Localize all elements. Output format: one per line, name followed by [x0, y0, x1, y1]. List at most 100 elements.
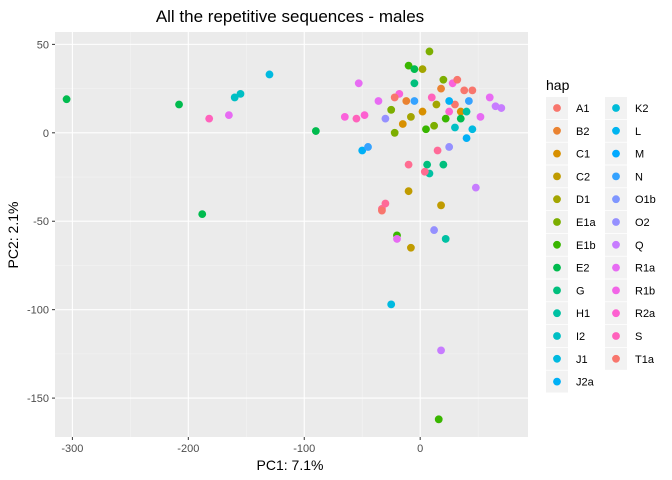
data-point-d1	[407, 112, 415, 121]
legend-key-e2	[553, 263, 561, 272]
data-point-e1a	[390, 128, 399, 137]
data-point-o2	[352, 114, 361, 123]
data-point-e2	[198, 210, 207, 219]
legend-key-o1b	[612, 195, 620, 204]
data-point-i2	[451, 123, 459, 132]
legend-key-q	[612, 240, 620, 249]
data-point-i2	[230, 93, 239, 102]
data-point-r2a	[360, 111, 369, 120]
data-point-o1b	[340, 112, 349, 121]
legend-key-g	[553, 286, 561, 295]
data-point-b2	[437, 84, 445, 93]
legend-label: H1	[576, 308, 590, 320]
legend-label: O2	[635, 217, 650, 229]
legend-label: A1	[576, 103, 589, 115]
legend-key-t1a	[612, 354, 620, 363]
data-point-e1a	[430, 121, 438, 130]
data-point-r1a	[468, 86, 477, 95]
data-point-s	[381, 199, 390, 208]
major-gridlines	[55, 32, 528, 437]
data-point-n	[224, 111, 233, 120]
data-point-e1b	[404, 61, 413, 70]
data-point-r1b	[485, 93, 494, 102]
data-point-q	[420, 167, 429, 176]
data-point-e2	[62, 95, 71, 104]
legend-label: C2	[576, 171, 590, 183]
data-point-j2a	[358, 146, 367, 155]
data-point-j2a	[445, 97, 454, 105]
legend-key-e1a	[553, 218, 561, 226]
data-point-j1	[387, 300, 396, 309]
y-tick-label: -100	[27, 305, 49, 317]
data-point-a1	[451, 100, 459, 109]
data-point-o2	[205, 114, 214, 123]
data-point-c1	[398, 120, 407, 128]
chart-title: All the repetitive sequences - males	[156, 7, 424, 26]
legend-key-k2	[612, 104, 620, 112]
data-point-n	[393, 235, 401, 243]
data-point-e1a	[425, 47, 434, 56]
legend-label: L	[635, 126, 641, 138]
legend-title: hap	[546, 77, 570, 93]
legend-label: E1a	[576, 217, 596, 229]
data-point-c2	[404, 187, 413, 196]
x-tick-label: 0	[417, 443, 423, 455]
legend-key-n	[612, 172, 620, 181]
legend-label: I2	[576, 331, 585, 343]
data-point-b2	[402, 97, 411, 105]
data-point-c2	[407, 243, 415, 252]
y-tick-label: 50	[37, 39, 49, 51]
plot-panel	[55, 32, 528, 437]
data-point-n	[476, 112, 485, 121]
data-point-c2	[437, 201, 445, 210]
legend-label: R2a	[635, 308, 656, 320]
data-point-e1a	[439, 75, 448, 84]
legend-label: Q	[635, 240, 644, 252]
legend-key-j2a	[553, 377, 561, 386]
x-tick-label: -200	[177, 443, 199, 455]
legend-key-r1a	[612, 263, 620, 272]
y-tick-label: -150	[27, 393, 49, 405]
legend-key-c2	[553, 172, 561, 181]
legend-label: G	[576, 285, 585, 297]
data-point-h1	[441, 235, 450, 243]
legend-key-i2	[553, 332, 561, 340]
data-point-o2	[427, 93, 436, 102]
legend-key-l	[612, 126, 620, 135]
data-point-r1b	[374, 97, 383, 105]
data-point-i2	[236, 89, 245, 98]
data-point-k2	[464, 97, 473, 105]
data-point-t1a	[453, 75, 462, 84]
y-axis-ticks: 50 0 -50 -100 -150	[27, 39, 55, 405]
data-point-j1	[468, 125, 477, 134]
legend-key-b2	[553, 126, 561, 135]
legend-label: M	[635, 149, 644, 161]
data-point-d1	[432, 100, 441, 109]
legend-label: E1b	[576, 240, 596, 252]
data-point-e1b	[422, 125, 430, 134]
data-point-e1a	[387, 105, 396, 114]
data-point-q	[404, 160, 413, 169]
legend-label: K2	[635, 103, 648, 115]
legend-label: O1b	[635, 194, 656, 206]
data-points	[62, 47, 506, 424]
legend-key-d1	[553, 195, 561, 204]
y-tick-label: 0	[43, 128, 49, 140]
data-point-m	[437, 346, 445, 355]
legend-key-h1	[553, 309, 561, 318]
data-point-c1	[456, 107, 465, 116]
data-point-e1b	[434, 415, 443, 424]
data-point-g	[410, 79, 419, 88]
legend-key-o2	[612, 218, 620, 226]
data-point-l	[430, 226, 438, 234]
data-point-n	[354, 79, 363, 88]
x-axis-title: PC1: 7.1%	[257, 457, 324, 473]
data-point-m	[471, 183, 480, 192]
legend-key-r2a	[612, 309, 620, 318]
data-point-j2a	[462, 134, 471, 143]
data-point-a1	[460, 86, 469, 95]
legend-label: B2	[576, 126, 589, 138]
x-axis-ticks: -300 -200 -100 0	[61, 437, 423, 455]
legend-key-j1	[553, 354, 561, 363]
